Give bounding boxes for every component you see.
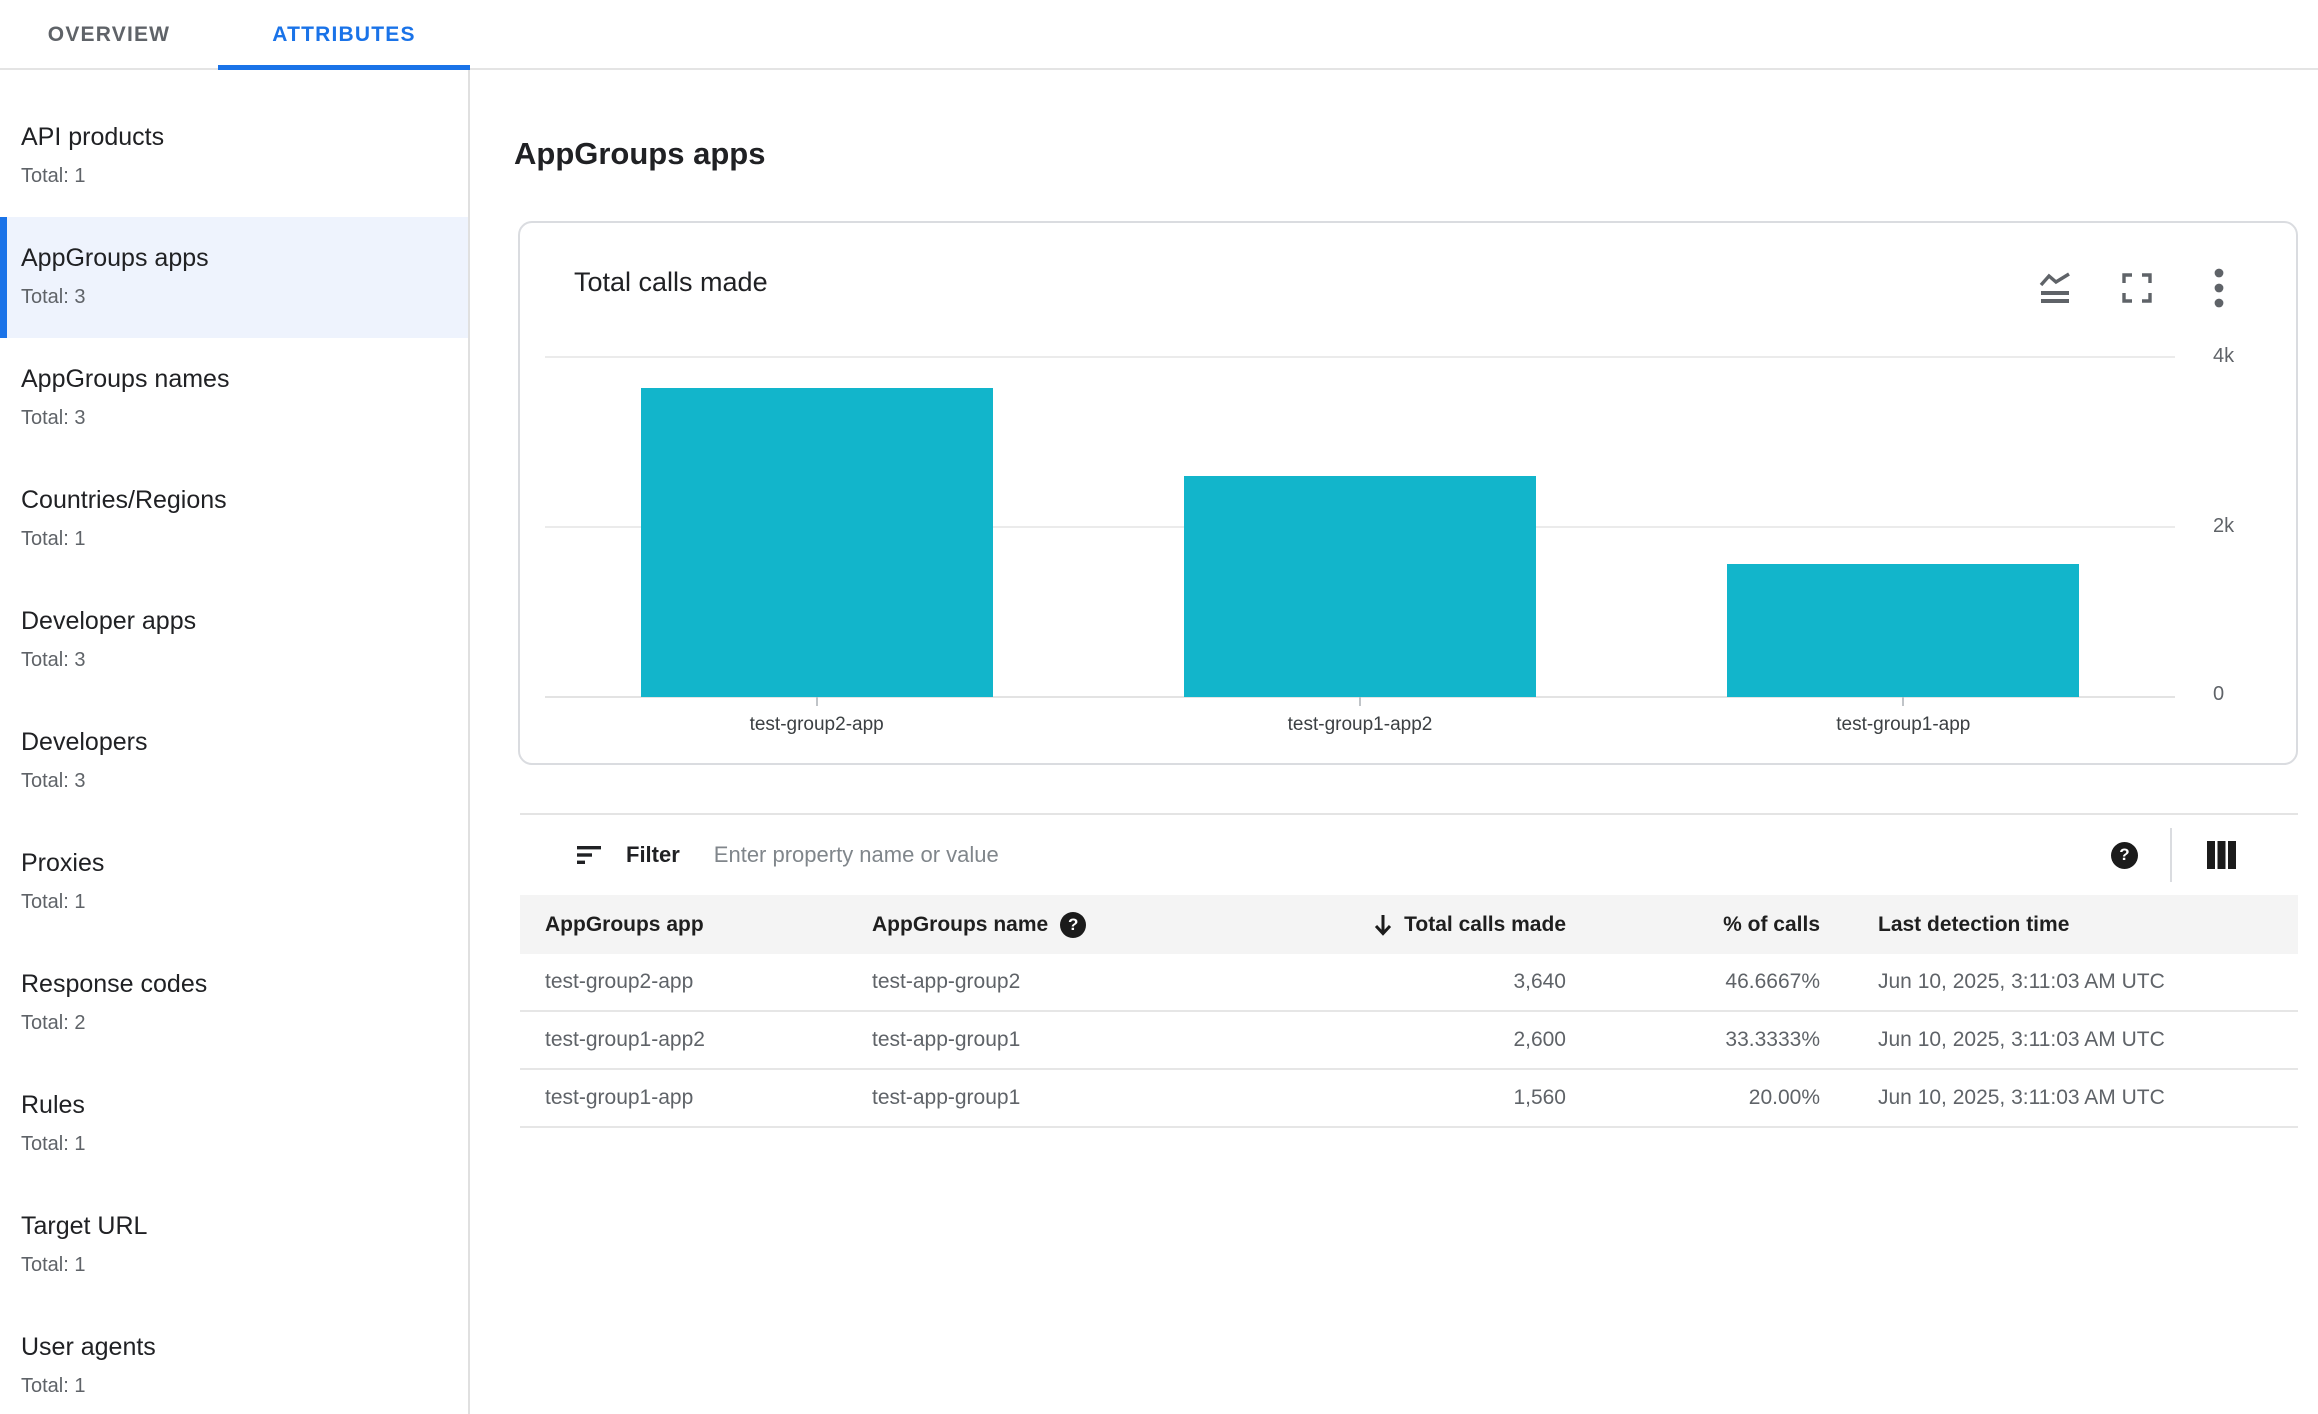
cell-appgroups-name: test-app-group1	[872, 1086, 1021, 1109]
bar-category-label: test-group1-app	[1836, 714, 1971, 735]
attributes-sidebar: API products Total: 1 AppGroups apps Tot…	[0, 70, 470, 1414]
chart-toolbar	[2036, 268, 2238, 308]
chart-title: Total calls made	[574, 267, 768, 297]
x-axis-tick	[1358, 697, 1361, 706]
bar-chart-plot: 4k 2k 0 test-group2-app test-group1-app2 t…	[545, 345, 2234, 735]
bar-test-group2-app[interactable]	[640, 388, 993, 697]
sidebar-item-total: Total: 1	[21, 1375, 86, 1397]
cell-appgroups-name: test-app-group2	[872, 970, 1021, 993]
col-header-pct-of-calls[interactable]: % of calls	[1723, 912, 1820, 936]
sidebar-item-developers[interactable]: Developers Total: 3	[0, 701, 468, 822]
sidebar-item-label: Countries/Regions	[21, 486, 227, 514]
tab-bar: OVERVIEW ATTRIBUTES	[0, 0, 2318, 70]
tab-overview-label: OVERVIEW	[47, 23, 171, 46]
sidebar-item-appgroups-apps[interactable]: AppGroups apps Total: 3	[0, 217, 468, 338]
sidebar-item-label: API products	[21, 123, 165, 151]
cell-appgroups-app: test-group2-app	[545, 970, 694, 993]
table-row: test-group2-app test-app-group2 3,640 46…	[520, 954, 2298, 1012]
cell-appgroups-name: test-app-group1	[872, 1028, 1021, 1051]
col-header-appgroups-name[interactable]: AppGroups name ?	[872, 911, 1330, 938]
sidebar-item-api-products[interactable]: API products Total: 1	[0, 96, 468, 217]
x-axis-tick	[815, 697, 818, 706]
sidebar-item-appgroups-names[interactable]: AppGroups names Total: 3	[0, 338, 468, 459]
sidebar-item-total: Total: 1	[21, 528, 86, 550]
sidebar-item-label: Rules	[21, 1091, 85, 1119]
chart-ticks	[545, 697, 2175, 706]
filter-row: Filter ?	[520, 813, 2298, 895]
sidebar-item-label: AppGroups names	[21, 365, 230, 393]
divider	[2170, 828, 2172, 882]
bar-category-label: test-group1-app2	[1287, 714, 1433, 735]
cell-last-detection-time: Jun 10, 2025, 3:11:03 AM UTC	[1878, 1086, 2165, 1109]
sidebar-item-rules[interactable]: Rules Total: 1	[0, 1064, 468, 1185]
sidebar-item-user-agents[interactable]: User agents Total: 1	[0, 1306, 468, 1414]
y-tick-label: 0	[2213, 683, 2225, 705]
sidebar-item-total: Total: 3	[21, 407, 86, 429]
filter-label: Filter	[626, 842, 680, 867]
sidebar-item-total: Total: 1	[21, 891, 86, 913]
y-tick-label: 2k	[2213, 515, 2235, 537]
sidebar-item-total: Total: 1	[21, 165, 86, 187]
sidebar-item-label: Proxies	[21, 849, 105, 877]
tab-attributes[interactable]: ATTRIBUTES	[218, 0, 470, 70]
sidebar-item-target-url[interactable]: Target URL Total: 1	[0, 1185, 468, 1306]
sidebar-item-total: Total: 1	[21, 1133, 86, 1155]
sidebar-item-label: Developer apps	[21, 607, 197, 635]
filter-input[interactable]	[711, 841, 2111, 869]
columns-icon[interactable]	[2204, 840, 2238, 870]
sidebar-item-total: Total: 3	[21, 286, 86, 308]
cell-total-calls: 3,640	[1513, 970, 1566, 993]
help-icon[interactable]: ?	[1060, 911, 1087, 938]
page-title: AppGroups apps	[514, 136, 766, 171]
cell-total-calls: 2,600	[1513, 1028, 1566, 1051]
sidebar-item-developer-apps[interactable]: Developer apps Total: 3	[0, 580, 468, 701]
sidebar-item-proxies[interactable]: Proxies Total: 1	[0, 822, 468, 943]
cell-last-detection-time: Jun 10, 2025, 3:11:03 AM UTC	[1878, 970, 2165, 993]
help-icon[interactable]: ?	[2111, 841, 2138, 869]
y-tick-label: 4k	[2213, 345, 2235, 367]
cell-appgroups-app: test-group1-app	[545, 1086, 694, 1109]
cell-total-calls: 1,560	[1513, 1086, 1566, 1109]
total-calls-chart-card: Total calls made	[518, 221, 2298, 765]
col-header-last-detection-time[interactable]: Last detection time	[1878, 912, 2070, 936]
gridline-4k	[545, 356, 2175, 358]
sidebar-item-label: Response codes	[21, 970, 208, 998]
sidebar-item-total: Total: 3	[21, 770, 86, 792]
bar-test-group1-app[interactable]	[1727, 564, 2080, 697]
sidebar-item-total: Total: 3	[21, 649, 86, 671]
sidebar-item-label: AppGroups apps	[21, 244, 209, 272]
fullscreen-icon[interactable]	[2118, 269, 2156, 307]
sidebar-item-response-codes[interactable]: Response codes Total: 2	[0, 943, 468, 1064]
chart-bars	[545, 357, 2175, 697]
sort-desc-arrow-icon	[1375, 914, 1392, 936]
chart-bar-labels: test-group2-app test-group1-app2 test-grou…	[545, 714, 2175, 736]
sidebar-item-total: Total: 2	[21, 1012, 86, 1034]
sidebar-item-total: Total: 1	[21, 1254, 86, 1276]
cell-last-detection-time: Jun 10, 2025, 3:11:03 AM UTC	[1878, 1028, 2165, 1051]
tab-attributes-label: ATTRIBUTES	[272, 23, 416, 46]
stacked-line-chart-icon[interactable]	[2036, 269, 2074, 307]
sidebar-item-countries-regions[interactable]: Countries/Regions Total: 1	[0, 459, 468, 580]
col-header-appgroups-app[interactable]: AppGroups app	[545, 912, 704, 936]
bar-test-group1-app2[interactable]	[1183, 476, 1536, 697]
table-header-row: AppGroups app AppGroups name ? Total cal…	[520, 895, 2298, 954]
tab-overview[interactable]: OVERVIEW	[0, 0, 218, 70]
sidebar-item-label: Target URL	[21, 1212, 148, 1240]
cell-pct-of-calls: 46.6667%	[1725, 970, 1820, 993]
bar-category-label: test-group2-app	[749, 714, 884, 735]
more-vert-icon[interactable]	[2200, 268, 2238, 308]
sort-filter-icon	[577, 846, 601, 864]
sidebar-item-label: Developers	[21, 728, 148, 756]
table-row: test-group1-app2 test-app-group1 2,600 3…	[520, 1012, 2298, 1070]
sidebar-item-label: User agents	[21, 1333, 156, 1361]
cell-pct-of-calls: 33.3333%	[1725, 1028, 1820, 1051]
cell-appgroups-app: test-group1-app2	[545, 1028, 705, 1051]
x-axis-tick	[1902, 697, 1905, 706]
cell-pct-of-calls: 20.00%	[1748, 1086, 1820, 1109]
col-header-total-calls-made[interactable]: Total calls made	[1330, 912, 1566, 938]
table-row: test-group1-app test-app-group1 1,560 20…	[520, 1070, 2298, 1128]
attribute-table-section: Filter ? AppGroups app AppGroups name ?	[520, 813, 2298, 1128]
